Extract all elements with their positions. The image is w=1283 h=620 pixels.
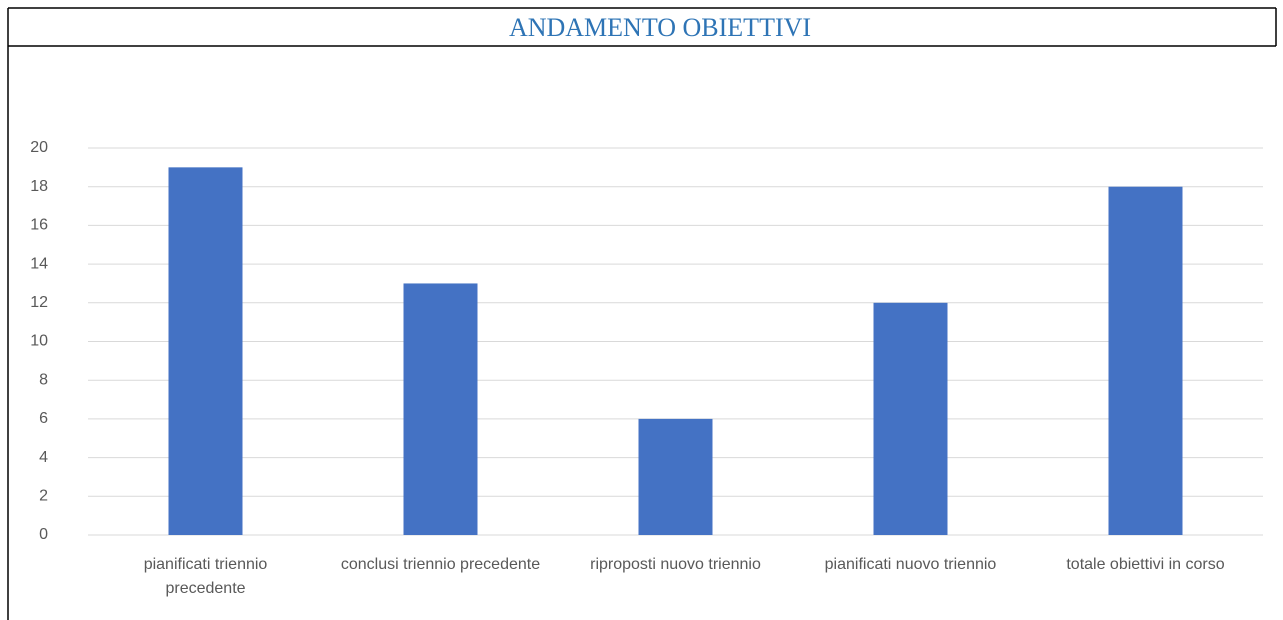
chart-title: ANDAMENTO OBIETTIVI xyxy=(509,13,811,42)
bar xyxy=(168,167,243,535)
y-tick-label: 12 xyxy=(30,294,48,311)
x-tick-label: conclusi triennio precedente xyxy=(341,556,540,573)
bar xyxy=(403,283,478,535)
x-tick-label: pianificati triennio precedente xyxy=(144,556,268,597)
bar xyxy=(873,302,948,535)
bar xyxy=(1108,186,1183,535)
y-tick-label: 16 xyxy=(30,217,48,234)
x-tick-label: riproposti nuovo triennio xyxy=(590,556,761,573)
y-tick-label: 2 xyxy=(39,488,48,505)
x-tick-label-line: precedente xyxy=(165,580,245,597)
y-tick-label: 14 xyxy=(30,255,48,272)
x-tick-label: pianificati nuovo triennio xyxy=(825,556,997,573)
bar xyxy=(638,418,713,535)
x-tick-label-line: pianificati triennio xyxy=(144,556,268,573)
y-tick-label: 8 xyxy=(39,371,48,388)
y-tick-label: 0 xyxy=(39,526,48,543)
x-tick-label: totale obiettivi in corso xyxy=(1066,556,1224,573)
y-tick-label: 4 xyxy=(39,449,48,466)
y-tick-label: 18 xyxy=(30,178,48,195)
y-tick-label: 6 xyxy=(39,410,48,427)
y-tick-label: 20 xyxy=(30,139,48,156)
y-tick-label: 10 xyxy=(30,333,48,350)
